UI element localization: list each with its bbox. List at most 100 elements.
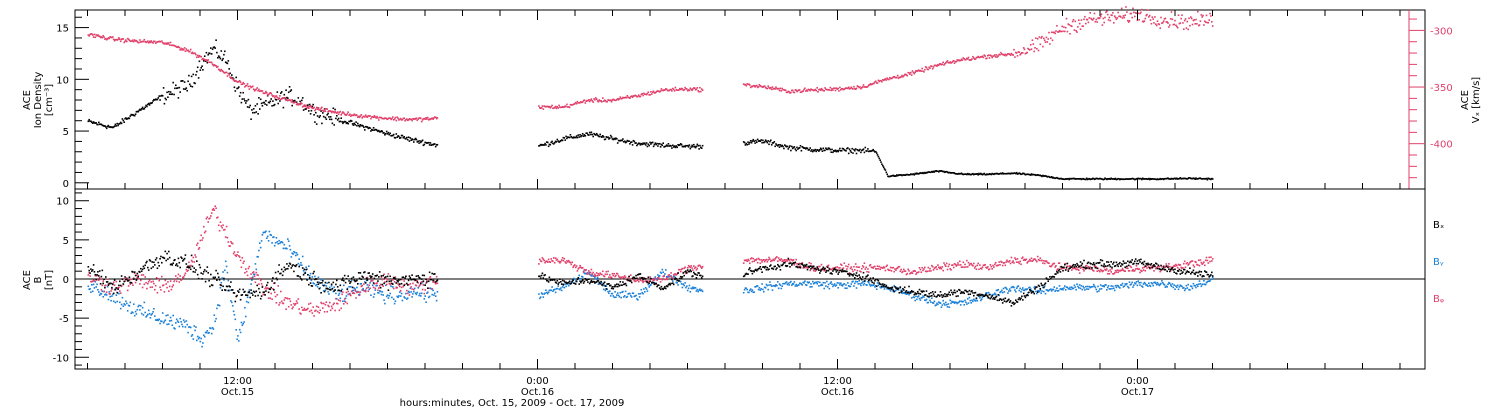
by-series-point (158, 319, 160, 321)
ion-density-series-point (406, 137, 408, 139)
by-series-point (697, 291, 699, 293)
by-series-point (130, 302, 132, 304)
ion-density-series-point (557, 139, 559, 141)
by-series-point (328, 293, 330, 295)
bz-series-point (165, 283, 167, 285)
by-series-point (1053, 289, 1055, 291)
bz-series-point (989, 268, 991, 270)
by-series-point (842, 285, 844, 287)
ion-density-series-point (285, 89, 287, 91)
bz-series-point (1054, 263, 1056, 265)
by-series-point (220, 287, 222, 289)
bz-series-point (339, 310, 341, 312)
ion-density-series-point (688, 146, 690, 148)
by-series-point (1103, 286, 1105, 288)
by-series-point (769, 281, 771, 283)
ion-density-series-point (586, 132, 588, 134)
vx-series-point (991, 57, 993, 59)
bz-series-point (210, 215, 212, 217)
bx-series-point (270, 287, 272, 289)
ion-density-series-point (578, 136, 580, 138)
vx-series-point (1102, 24, 1104, 26)
bz-series-point (966, 260, 968, 262)
by-series-point (838, 282, 840, 284)
vx-series-point (678, 89, 680, 91)
ion-density-series-point (212, 48, 214, 50)
by-series-point (262, 234, 264, 236)
vx-series-point (1197, 11, 1199, 13)
bz-series-point (101, 289, 103, 291)
by-series-point (247, 297, 249, 299)
bx-series-point (347, 275, 349, 277)
ion-density-series-point (702, 145, 704, 147)
ion-density-series-point (1212, 178, 1214, 180)
ion-density-series (88, 39, 1214, 180)
bz-series-point (597, 275, 599, 277)
ion-density-series-point (403, 136, 405, 138)
bz-series-point (242, 262, 244, 264)
bx-series-point (424, 275, 426, 277)
by-series-point (1018, 285, 1020, 287)
bz-series-point (114, 284, 116, 286)
by-series-point (629, 293, 631, 295)
by-series-point (195, 326, 197, 328)
ion-density-series-point (591, 132, 593, 134)
bz-series-point (927, 271, 929, 273)
by-series-point (277, 241, 279, 243)
y-left-tick-label: 15 (56, 24, 69, 35)
bz-series-point (145, 282, 147, 284)
by-series-point (1019, 290, 1021, 292)
bx-series-point (240, 299, 242, 301)
by-series-point (1202, 284, 1204, 286)
by-series-point (124, 304, 126, 306)
by-series-point (427, 292, 429, 294)
bz-series-point (437, 282, 439, 284)
by-series-point (1079, 284, 1081, 286)
bz-series-point (1138, 268, 1140, 270)
bx-series-point (172, 264, 174, 266)
ion-density-series-point (605, 138, 607, 140)
bx-series-point (304, 269, 306, 271)
by-series-point (941, 306, 943, 308)
by-series-point (1160, 283, 1162, 285)
ion-density-series-point (564, 139, 566, 141)
bz-series-point (1188, 263, 1190, 265)
vx-series-point (1163, 20, 1165, 22)
by-series-point (1015, 291, 1017, 293)
ion-density-series-point (182, 80, 184, 82)
vx-series-point (144, 39, 146, 41)
vx-series-point (397, 118, 399, 120)
by-series-point (235, 329, 237, 331)
bz-series-point (1200, 259, 1202, 261)
top-left-axis-label-line: ACE (22, 90, 33, 110)
by-series-point (335, 293, 337, 295)
bz-series-point (412, 283, 414, 285)
vx-series-point (310, 105, 312, 107)
bz-series-point (937, 264, 939, 266)
bz-series-point (218, 225, 220, 227)
bz-series-point (907, 273, 909, 275)
bz-series-point (582, 267, 584, 269)
ion-density-series-point (173, 94, 175, 96)
bx-series-point (395, 278, 397, 280)
ion-density-series-point (174, 88, 176, 90)
by-series-point (1082, 289, 1084, 291)
bx-series-point (332, 288, 334, 290)
vx-series-point (1205, 22, 1207, 24)
vx-series-point (1033, 43, 1035, 45)
bz-series-point (1141, 271, 1143, 273)
bz-series-point (148, 281, 150, 283)
bz-series-point (593, 275, 595, 277)
vx-series-point (556, 108, 558, 110)
by-series-point (127, 310, 129, 312)
by-series-point (110, 300, 112, 302)
bz-series-point (554, 262, 556, 264)
bx-series-point (166, 253, 168, 255)
by-series-point (268, 240, 270, 242)
by-series-point (123, 305, 125, 307)
vx-series-point (1061, 26, 1063, 28)
bz-series-point (630, 274, 632, 276)
ion-density-series-point (179, 91, 181, 93)
bx-series-point (420, 283, 422, 285)
by-series-point (404, 297, 406, 299)
